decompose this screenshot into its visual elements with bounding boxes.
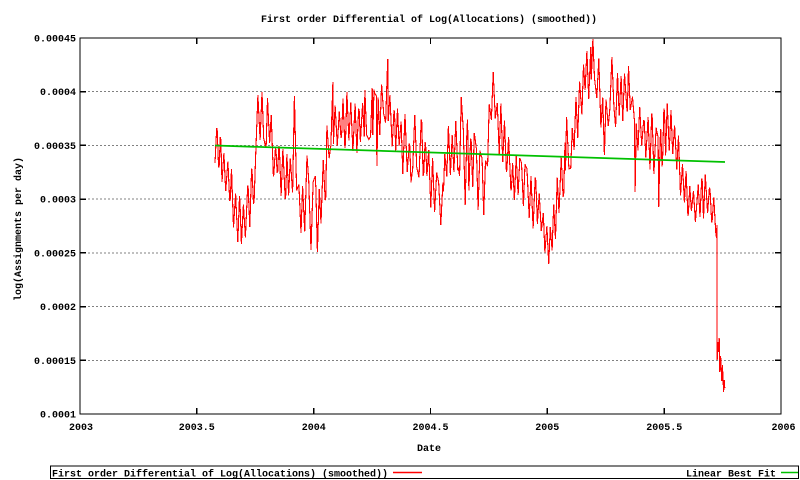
svg-text:Date: Date	[417, 444, 441, 455]
svg-text:0.0003: 0.0003	[40, 196, 76, 207]
svg-text:First order Differential of Lo: First order Differential of Log(Allocati…	[261, 14, 597, 26]
svg-text:2003: 2003	[69, 423, 93, 434]
svg-text:0.00035: 0.00035	[34, 142, 76, 153]
svg-text:First order Differential of Lo: First order Differential of Log(Allocati…	[52, 469, 388, 480]
svg-text:0.00015: 0.00015	[34, 357, 76, 368]
svg-text:0.0002: 0.0002	[40, 303, 76, 314]
svg-text:log(Assignments per day): log(Assignments per day)	[13, 157, 25, 301]
svg-text:0.0001: 0.0001	[40, 411, 76, 422]
svg-text:2005.5: 2005.5	[646, 423, 682, 434]
svg-text:0.00045: 0.00045	[34, 35, 76, 46]
svg-text:2005: 2005	[535, 423, 559, 434]
svg-text:0.00025: 0.00025	[34, 249, 76, 260]
svg-text:Linear Best Fit: Linear Best Fit	[686, 469, 776, 480]
svg-text:2006: 2006	[771, 423, 795, 434]
svg-text:2004.5: 2004.5	[412, 423, 448, 434]
svg-text:0.0004: 0.0004	[40, 88, 76, 99]
svg-text:2004: 2004	[302, 423, 326, 434]
svg-text:2003.5: 2003.5	[179, 423, 215, 434]
